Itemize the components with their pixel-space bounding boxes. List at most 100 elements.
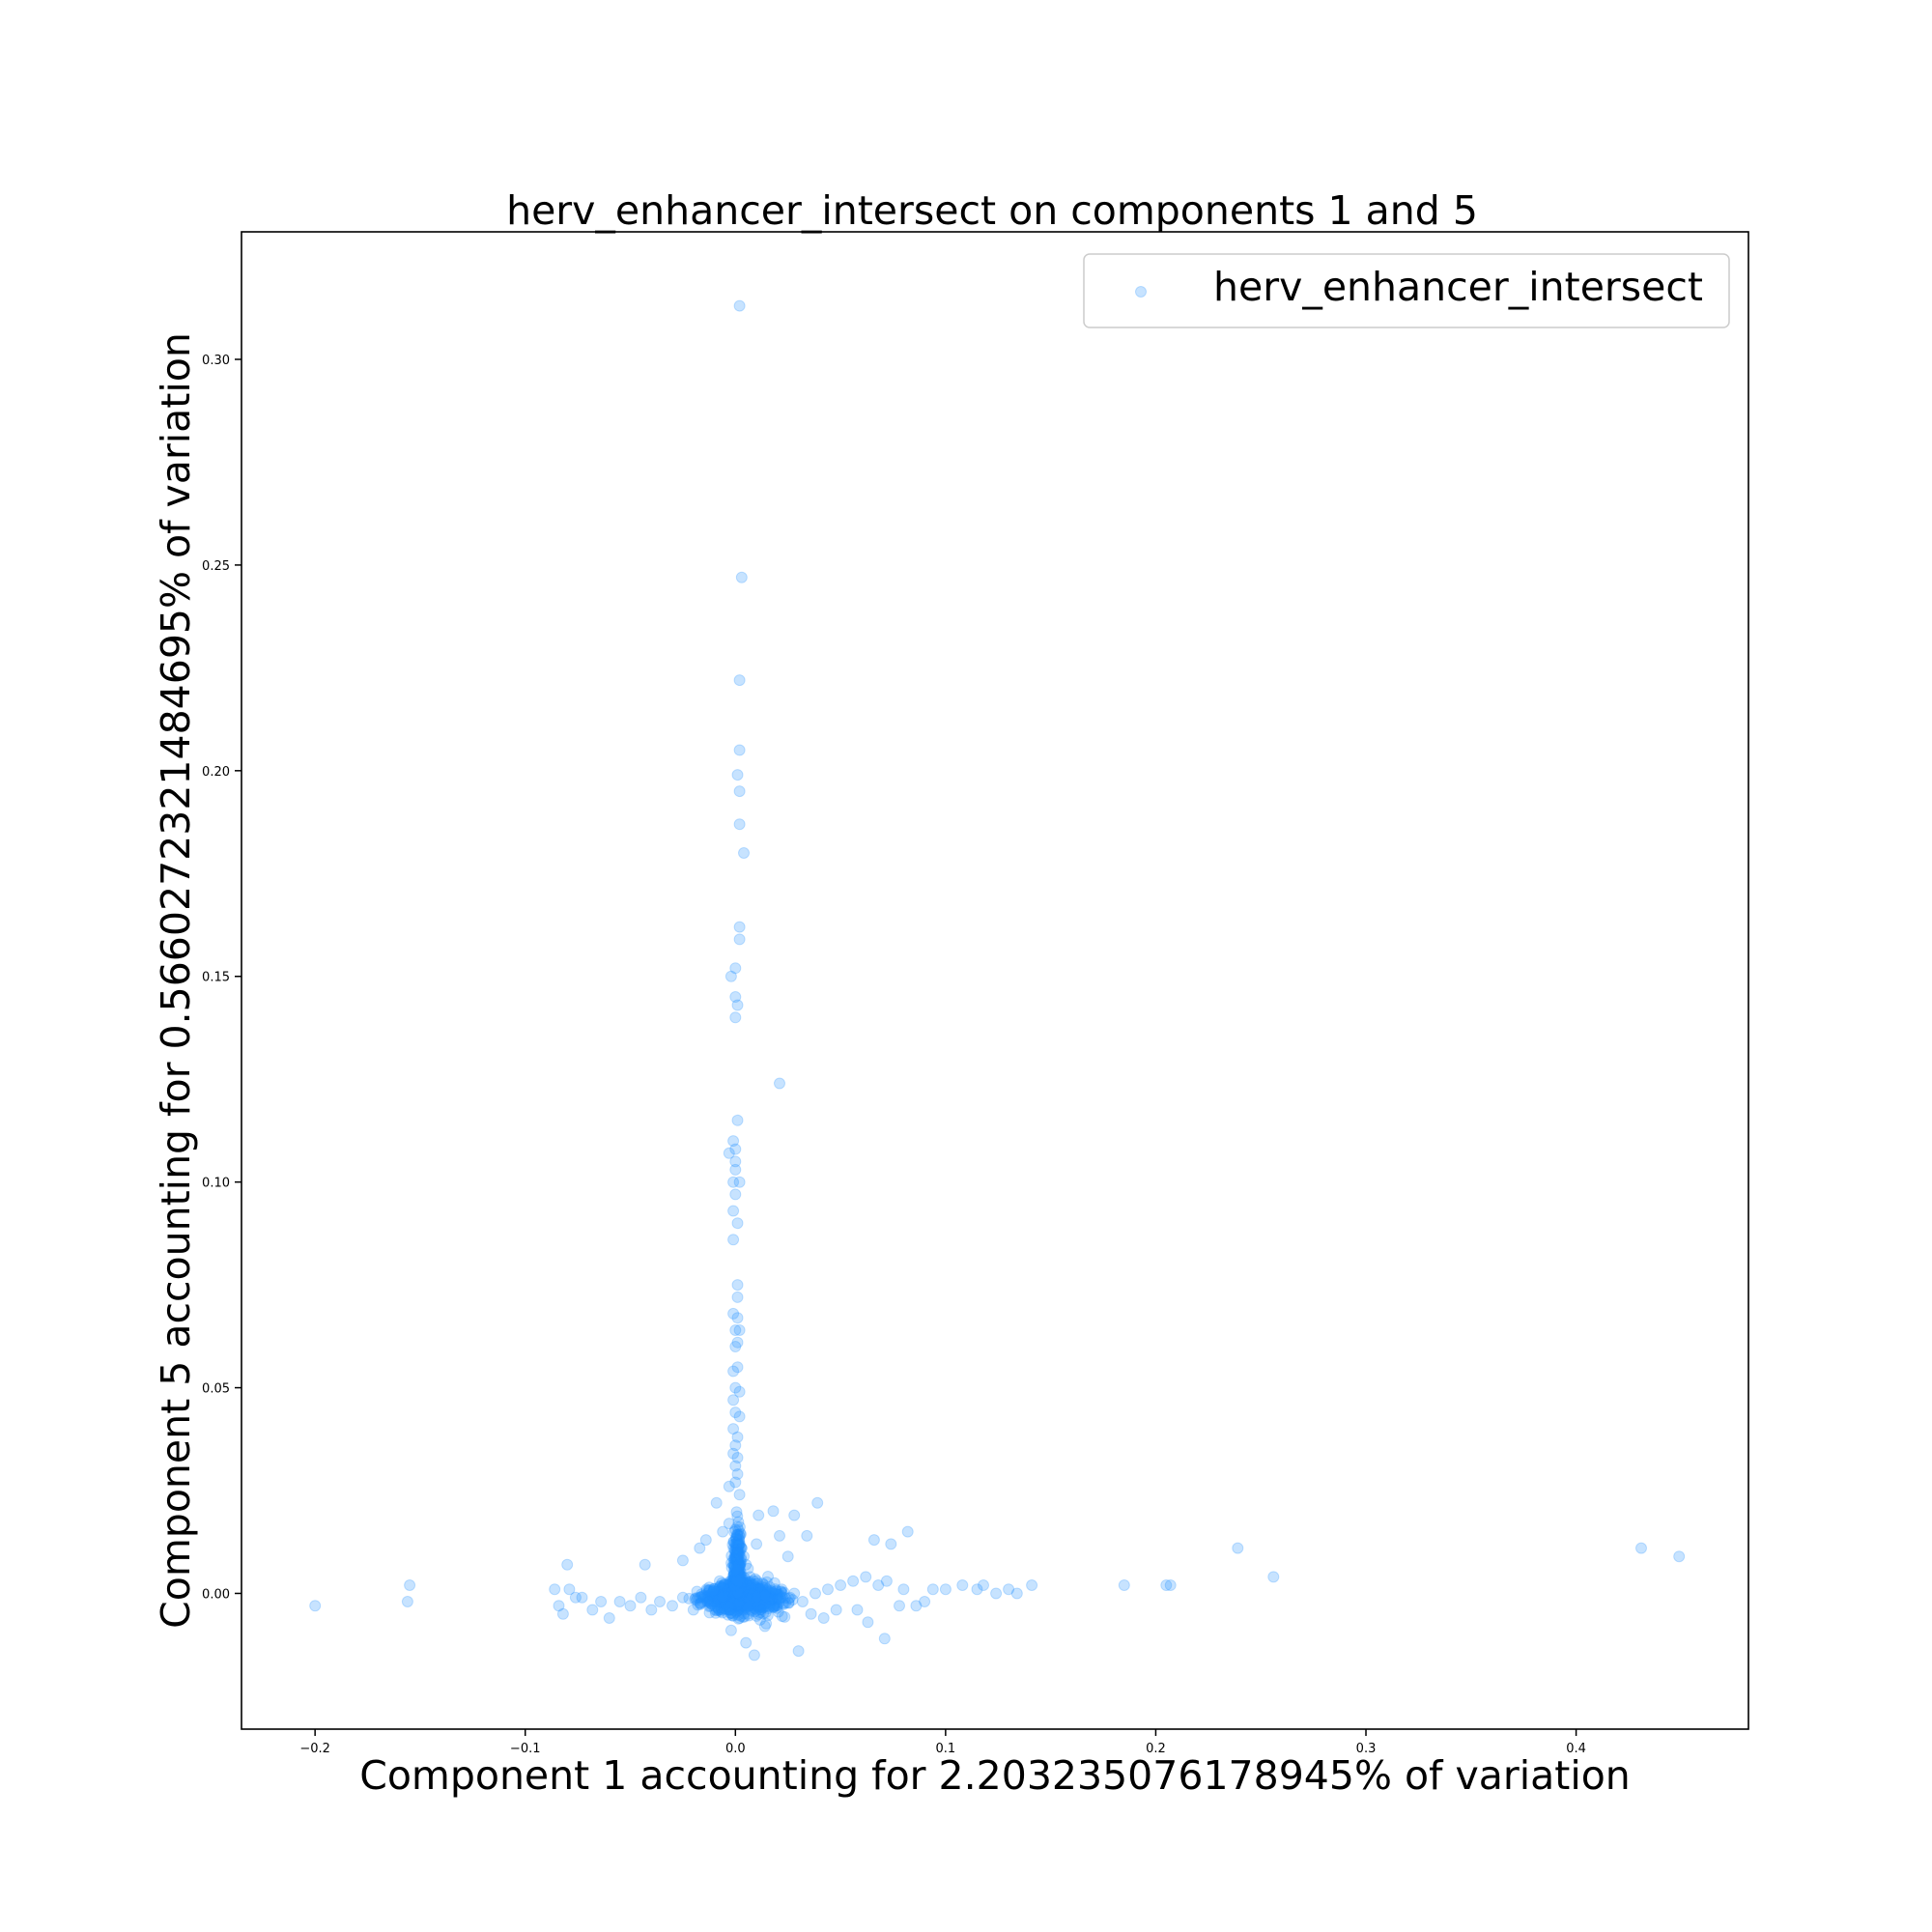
data-point [733,1324,746,1336]
cluster-point [745,1589,757,1602]
cluster-point [723,1582,735,1595]
cluster-point [753,1593,766,1605]
cluster-point [731,1600,744,1612]
cluster-point [718,1602,730,1614]
cluster-point [733,1576,746,1588]
cluster-point [699,1591,712,1604]
cluster-point [721,1587,733,1600]
cluster-point [710,1593,723,1605]
cluster-point [732,1604,745,1616]
legend-label: herv_enhancer_intersect [1213,264,1703,310]
cluster-point [728,1576,741,1588]
data-point [738,847,750,859]
cluster-point [714,1591,726,1604]
cluster-point [724,1604,736,1616]
cluster-point [727,1590,739,1602]
cluster-point [725,1586,738,1599]
data-point [781,1550,794,1563]
cluster-point [769,1585,781,1598]
cluster-point [757,1589,770,1602]
cluster-point [729,1562,742,1575]
cluster-point [711,1594,724,1606]
cluster-point [751,1575,763,1587]
cluster-point [727,1577,740,1590]
cluster-point [712,1602,724,1614]
cluster-point [756,1602,769,1614]
cluster-point [741,1582,753,1595]
cluster-point [712,1595,724,1606]
cluster-point [733,1538,746,1550]
cluster-point [731,1520,744,1533]
cluster-point [727,1536,740,1548]
cluster-point [724,1586,737,1599]
cluster-point [749,1598,761,1610]
cluster-point [733,1586,745,1599]
cluster-point [721,1585,733,1598]
cluster-point [760,1576,773,1588]
cluster-point [735,1582,748,1595]
cluster-point [712,1589,724,1602]
cluster-point [727,1558,740,1571]
y-tick-label: 0.15 [202,971,230,985]
cluster-point [734,1578,746,1591]
cluster-point [730,1567,743,1579]
data-point [926,1583,939,1596]
cluster-point [711,1596,724,1608]
legend-marker [1135,286,1147,298]
cluster-point [746,1593,758,1605]
cluster-point [754,1590,767,1603]
cluster-point [732,1564,745,1577]
cluster-point [763,1586,776,1599]
cluster-point [710,1586,723,1599]
cluster-point [731,1545,744,1557]
cluster-point [753,1592,765,1605]
cluster-point [733,1572,746,1583]
cluster-point [739,1592,752,1605]
cluster-point [742,1595,754,1607]
cluster-point [764,1584,777,1597]
cluster-point [756,1597,769,1609]
cluster-point [732,1577,745,1590]
cluster-point [765,1594,778,1606]
cluster-point [731,1596,744,1608]
cluster-point [727,1584,740,1597]
cluster-point [757,1589,770,1602]
cluster-point [718,1577,730,1590]
cluster-point [746,1593,758,1605]
points-layer [309,299,1686,1662]
cluster-point [727,1593,740,1605]
cluster-point [740,1591,753,1604]
cluster-point [718,1588,730,1601]
cluster-point [716,1581,728,1593]
cluster-point [733,1559,746,1572]
cluster-point [732,1600,745,1612]
cluster-point [739,1591,752,1604]
cluster-point [725,1607,737,1620]
cluster-point [709,1606,722,1619]
cluster-point [720,1596,732,1607]
cluster-point [753,1582,765,1595]
cluster-point [752,1588,764,1601]
cluster-point [720,1583,732,1596]
cluster-point [728,1591,741,1604]
cluster-point [726,1598,739,1610]
cluster-point [741,1598,753,1610]
cluster-point [696,1590,709,1602]
cluster-point [721,1595,733,1607]
cluster-point [726,1609,739,1622]
cluster-point [743,1591,755,1604]
cluster-point [734,1527,747,1540]
cluster-point [750,1587,762,1600]
cluster-point [724,1598,736,1610]
cluster-point [734,1556,747,1569]
cluster-point [730,1596,743,1608]
data-point [731,1431,744,1443]
cluster-point [729,1585,742,1598]
cluster-point [712,1594,724,1606]
cluster-point [719,1596,731,1608]
cluster-point [759,1606,772,1619]
cluster-point [723,1591,735,1604]
cluster-point [733,1602,746,1614]
cluster-point [743,1591,755,1604]
cluster-point [735,1584,748,1597]
